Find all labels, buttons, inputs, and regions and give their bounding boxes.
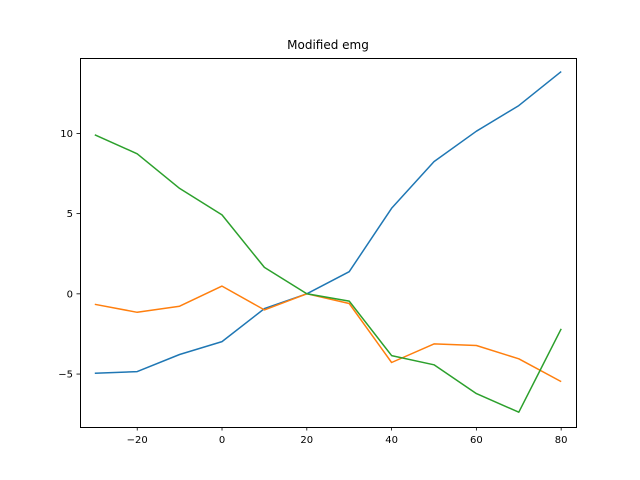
x-tick-label: 60 <box>470 435 483 446</box>
x-tick-label: 0 <box>219 435 225 446</box>
x-tick-label: 20 <box>300 435 313 446</box>
y-axis: −5 0 5 10 <box>58 129 80 381</box>
chart-title: Modified emg <box>287 38 369 52</box>
y-tick-label: 5 <box>67 209 73 220</box>
series-layer <box>94 71 562 413</box>
x-axis: −20 0 20 40 60 80 <box>127 427 568 446</box>
plot-frame <box>80 58 577 428</box>
series-line-1 <box>94 71 562 375</box>
y-tick-label: −5 <box>58 370 73 381</box>
y-tick-label: 10 <box>60 129 73 140</box>
series-line-3 <box>94 134 562 413</box>
x-tick-label: 40 <box>385 435 398 446</box>
series-line-2 <box>94 285 562 383</box>
y-tick-label: 0 <box>67 289 73 300</box>
x-tick-label: 80 <box>555 435 568 446</box>
x-tick-label: −20 <box>127 435 148 446</box>
